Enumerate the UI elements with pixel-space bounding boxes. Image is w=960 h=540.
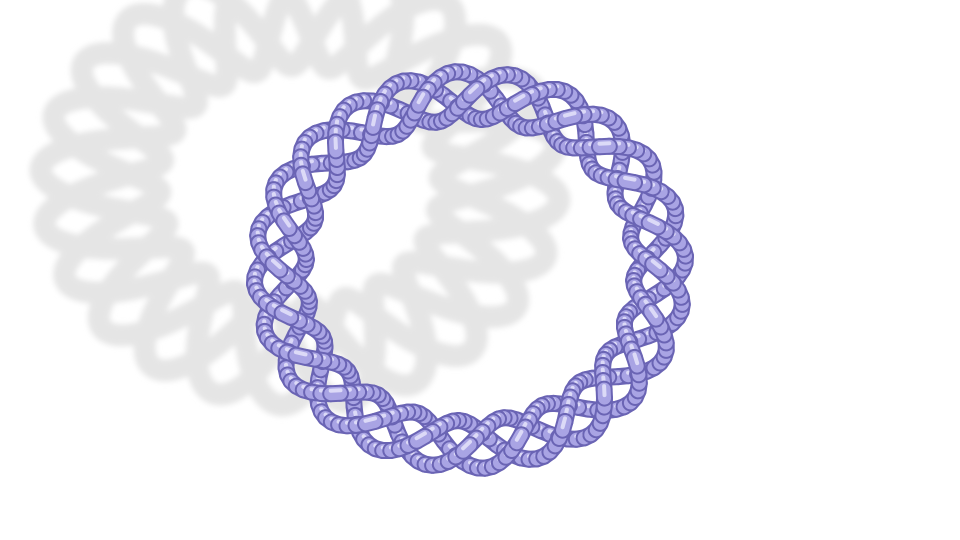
tube-segment <box>616 172 643 192</box>
tube-segment <box>287 346 314 366</box>
tube-segment <box>640 214 667 236</box>
tube-segment <box>275 212 298 237</box>
tube-segment <box>264 255 289 279</box>
tube-segment <box>506 90 532 113</box>
tube-segment <box>294 165 314 192</box>
tube-segment <box>626 348 646 375</box>
tube-segment <box>408 427 434 450</box>
torus-knot <box>246 63 694 477</box>
tube-segment <box>454 436 479 460</box>
tube-segment <box>556 107 583 128</box>
tube-segment <box>357 412 384 433</box>
tube-segment <box>554 412 574 439</box>
shadow-strand <box>42 0 558 406</box>
tube-segment <box>322 384 349 403</box>
tube-segment <box>273 304 300 326</box>
tube-segment <box>642 303 665 328</box>
tube-segment <box>508 426 530 452</box>
tube-segment <box>364 110 384 136</box>
tube-segment <box>461 80 486 104</box>
tube-segment <box>644 255 669 279</box>
tube-segment <box>410 88 432 114</box>
tube-segment <box>591 137 618 156</box>
